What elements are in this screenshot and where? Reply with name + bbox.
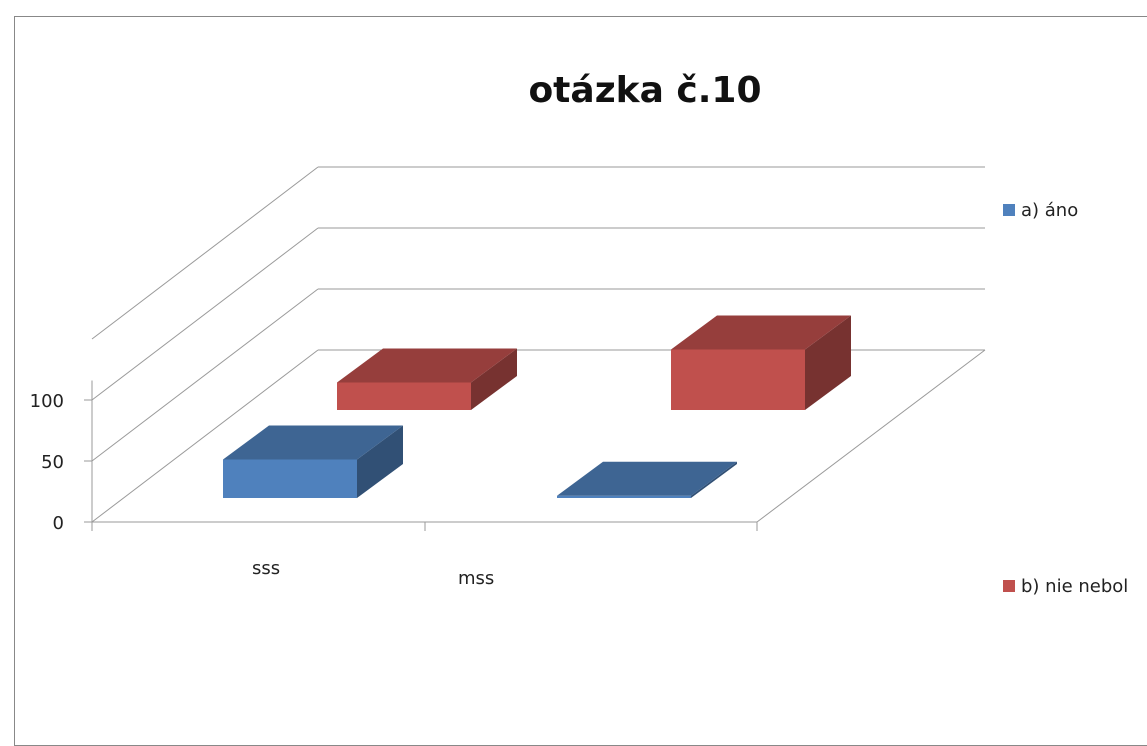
legend-entry-ano: a) áno — [1003, 200, 1078, 221]
bar-front-sss-nie-nebol — [337, 382, 471, 410]
bar-top-mss-nie-nebol — [671, 315, 851, 350]
chart-title: otázka č.10 — [528, 70, 762, 111]
floor-right-edge — [756, 349, 986, 523]
legend-label-nie-nebol: b) nie nebol — [1021, 576, 1129, 597]
bar-side-sss-nie-nebol — [471, 348, 517, 410]
chart-plot: 0 50 100 sss mss — [30, 166, 986, 589]
x-label-sss: sss — [252, 558, 280, 579]
bar-top-sss-ano — [223, 425, 403, 460]
gridline-left-150 — [91, 166, 319, 340]
legend-entry-nie-nebol: b) nie nebol — [1003, 576, 1128, 597]
bar-side-sss-ano — [357, 425, 403, 498]
y-tick-label-0: 0 — [53, 513, 64, 534]
y-tick-label-50: 50 — [41, 452, 64, 473]
gridline-left-100 — [91, 227, 319, 401]
legend-swatch-ano — [1003, 204, 1015, 216]
bar-top-sss-nie-nebol — [337, 348, 517, 383]
gridline-left-0 — [91, 349, 319, 523]
chart-frame — [14, 16, 1147, 746]
legend-swatch-nie-nebol — [1003, 580, 1015, 592]
bar-front-sss-ano — [223, 459, 357, 498]
x-label-mss: mss — [458, 568, 494, 589]
bar-front-mss-nie-nebol — [671, 349, 805, 410]
bar-front-mss-ano — [557, 495, 691, 498]
bar-side-mss-ano — [691, 461, 737, 498]
bar-top-mss-ano — [557, 461, 737, 496]
y-tick-label-100: 100 — [30, 391, 64, 412]
bar-side-mss-nie-nebol — [805, 315, 851, 410]
legend-label-ano: a) áno — [1021, 200, 1079, 221]
gridline-left-50 — [91, 288, 319, 462]
